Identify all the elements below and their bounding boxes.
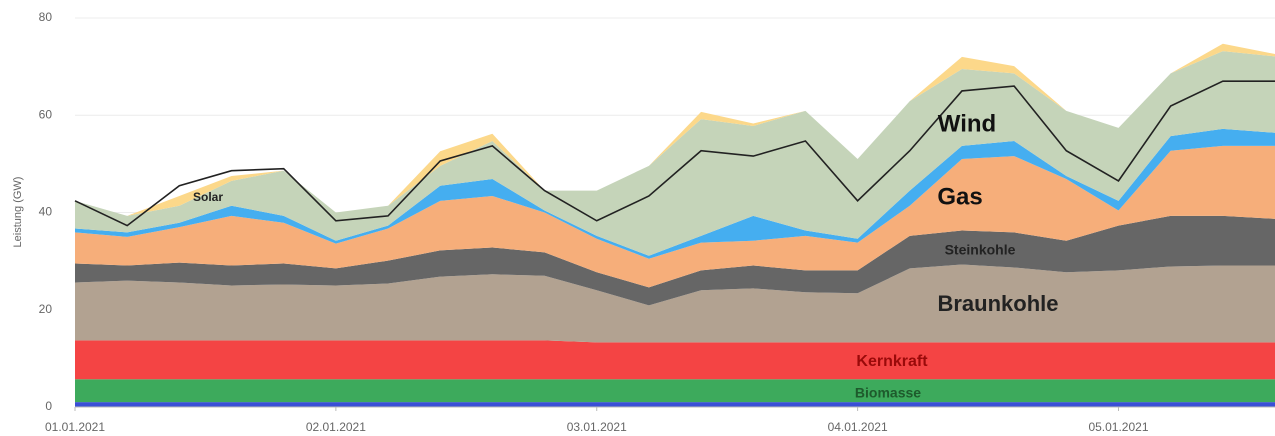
- area: [75, 51, 1275, 256]
- series-label: Braunkohle: [937, 291, 1058, 316]
- x-tick-label: 05.01.2021: [1088, 420, 1148, 434]
- series-label: Steinkohle: [945, 242, 1016, 258]
- series-label: Wind: [938, 110, 996, 137]
- area: [75, 340, 1275, 380]
- area: [75, 402, 1275, 407]
- area: [75, 215, 1275, 306]
- series-label: Kernkraft: [856, 353, 928, 370]
- series-label: Solar: [193, 190, 223, 204]
- y-tick-label: 40: [39, 205, 53, 219]
- area: [75, 379, 1275, 403]
- y-tick-label: 80: [39, 10, 53, 24]
- x-tick-label: 04.01.2021: [828, 420, 888, 434]
- series-label: Biomasse: [855, 385, 921, 401]
- area: [75, 145, 1275, 288]
- y-tick-label: 0: [45, 399, 52, 413]
- line: [74, 80, 1275, 227]
- area: [75, 264, 1275, 343]
- x-tick-label: 01.01.2021: [45, 420, 105, 434]
- y-axis-label: Leistung (GW): [12, 177, 24, 248]
- series-label: Gas: [937, 183, 982, 210]
- y-tick-label: 60: [39, 107, 53, 121]
- x-tick-label: 02.01.2021: [306, 420, 366, 434]
- y-tick-label: 20: [39, 302, 53, 316]
- x-tick-label: 03.01.2021: [567, 420, 627, 434]
